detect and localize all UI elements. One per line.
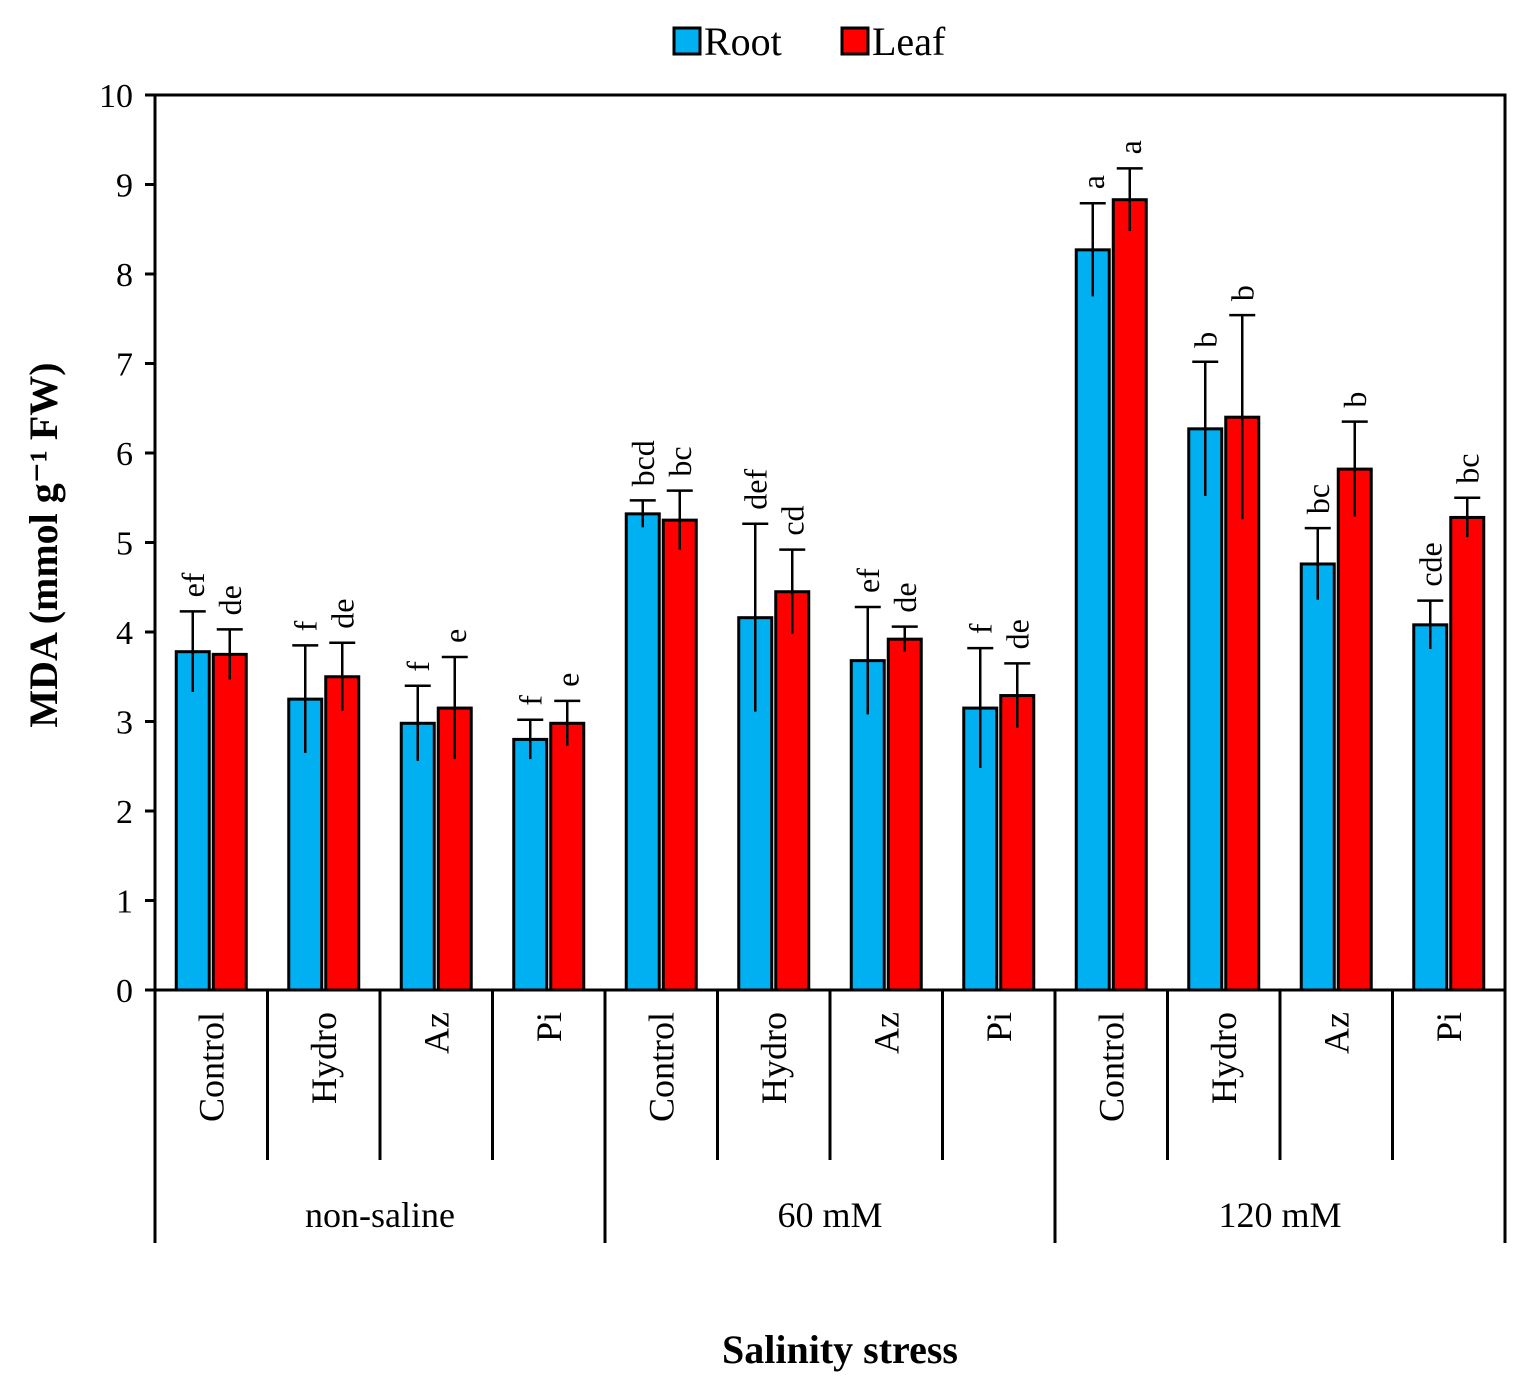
category-label: Control bbox=[641, 1012, 681, 1122]
category-label: Hydro bbox=[754, 1012, 794, 1104]
bar-root bbox=[624, 512, 661, 992]
bar-leaf bbox=[1111, 198, 1148, 992]
bar-root bbox=[849, 659, 886, 992]
significance-letter: de bbox=[212, 585, 248, 615]
bar-root bbox=[1187, 427, 1224, 992]
legend-swatch-leaf bbox=[840, 26, 870, 56]
bar-root bbox=[1412, 623, 1449, 992]
bar-leaf bbox=[661, 518, 698, 992]
significance-letter: de bbox=[324, 599, 360, 629]
y-tick-label: 7 bbox=[116, 347, 133, 384]
legend-swatch-root bbox=[672, 26, 702, 56]
bar-leaf bbox=[1449, 515, 1486, 992]
significance-letter: bc bbox=[1300, 484, 1336, 514]
bar-leaf bbox=[1336, 467, 1373, 992]
significance-letter: ef bbox=[850, 568, 886, 593]
bar-root bbox=[174, 650, 211, 992]
significance-letter: ef bbox=[175, 572, 211, 597]
bar-leaf bbox=[549, 721, 586, 992]
y-tick-label: 3 bbox=[116, 705, 133, 742]
legend: Root Leaf bbox=[672, 19, 946, 64]
category-label: Control bbox=[1091, 1012, 1131, 1122]
legend-label-root: Root bbox=[704, 19, 782, 64]
significance-letter: b bbox=[1337, 392, 1373, 408]
y-tick-label: 1 bbox=[116, 884, 133, 921]
category-label: Pi bbox=[529, 1012, 569, 1042]
category-label: Hydro bbox=[1204, 1012, 1244, 1104]
bar-leaf bbox=[324, 675, 361, 992]
bar-leaf bbox=[886, 637, 923, 992]
category-label: Control bbox=[191, 1012, 231, 1122]
y-tick-label: 0 bbox=[116, 973, 133, 1010]
significance-letter: f bbox=[287, 620, 323, 631]
significance-letter: e bbox=[549, 673, 585, 687]
significance-letter: de bbox=[999, 619, 1035, 649]
bar-leaf bbox=[774, 590, 811, 992]
significance-letter: b bbox=[1187, 332, 1223, 348]
y-tick-label: 4 bbox=[116, 615, 133, 652]
significance-letter: b bbox=[1224, 285, 1260, 301]
y-tick-label: 6 bbox=[116, 436, 133, 473]
bar-leaf bbox=[999, 694, 1036, 992]
significance-letter: def bbox=[737, 469, 773, 510]
y-tick-label: 8 bbox=[116, 257, 133, 294]
category-label: Az bbox=[416, 1012, 456, 1054]
bar-root bbox=[512, 737, 549, 992]
category-label: Az bbox=[1316, 1012, 1356, 1054]
category-label: Pi bbox=[1429, 1012, 1469, 1042]
significance-letter: f bbox=[512, 695, 548, 706]
y-tick-label: 5 bbox=[116, 526, 133, 563]
significance-letter: bcd bbox=[625, 440, 661, 486]
significance-letter: cd bbox=[774, 505, 810, 535]
significance-letter: bc bbox=[1449, 454, 1485, 484]
legend-label-leaf: Leaf bbox=[872, 19, 946, 64]
significance-letter: a bbox=[1075, 175, 1111, 189]
bar-root bbox=[1074, 248, 1111, 992]
significance-letter: cde bbox=[1412, 542, 1448, 586]
y-tick-label: 2 bbox=[116, 794, 133, 831]
y-tick-label: 10 bbox=[99, 78, 133, 115]
y-axis: 0 1 2 3 4 5 6 7 8 9 10 bbox=[99, 78, 155, 1010]
y-tick-label: 9 bbox=[116, 168, 133, 205]
significance-letter: de bbox=[887, 582, 923, 612]
group-label: 60 mM bbox=[777, 1195, 882, 1235]
significance-letter: a bbox=[1112, 140, 1148, 154]
group-label: non-saline bbox=[305, 1195, 455, 1235]
category-label: Pi bbox=[979, 1012, 1019, 1042]
x-axis-title: Salinity stress bbox=[722, 1327, 958, 1372]
category-label: Hydro bbox=[304, 1012, 344, 1104]
bars: ef f f f bcd def ef f a b bc cde de de e e bc cd de de a b b bc bbox=[174, 140, 1486, 992]
bar-root bbox=[399, 721, 436, 992]
y-axis-title: MDA (mmol g⁻¹ FW) bbox=[21, 362, 66, 727]
significance-letter: f bbox=[400, 661, 436, 672]
x-axis: Control Hydro Az Pi Control Hydro Az Pi Control H… bbox=[153, 990, 1507, 1243]
bar-root bbox=[1299, 562, 1336, 992]
bar-leaf bbox=[211, 652, 248, 992]
category-label: Az bbox=[866, 1012, 906, 1054]
significance-letter: e bbox=[437, 629, 473, 643]
group-label: 120 mM bbox=[1218, 1195, 1341, 1235]
significance-letter: bc bbox=[662, 446, 698, 476]
significance-letter: f bbox=[962, 623, 998, 634]
